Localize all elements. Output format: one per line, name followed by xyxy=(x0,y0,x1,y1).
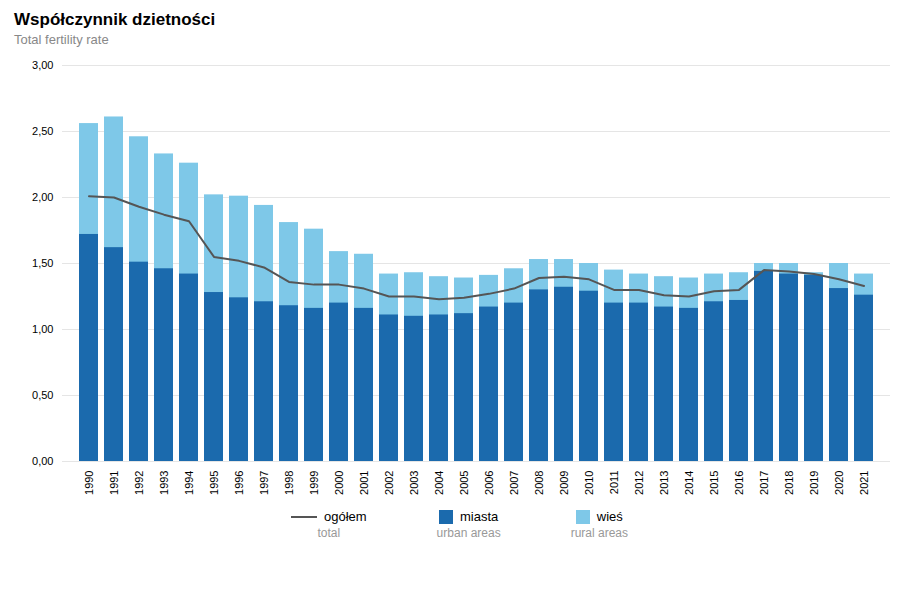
svg-text:2019: 2019 xyxy=(808,471,820,495)
svg-text:2005: 2005 xyxy=(458,471,470,495)
html-text:Total fertility rate: Total fertility rate xyxy=(14,32,109,47)
svg-text:2011: 2011 xyxy=(608,471,620,495)
svg-text:1990: 1990 xyxy=(83,471,95,495)
svg-text:2021: 2021 xyxy=(858,471,870,495)
html-text:ogółem: ogółem xyxy=(324,509,367,524)
svg-text:2006: 2006 xyxy=(483,471,495,495)
svg-text:1991: 1991 xyxy=(108,471,120,495)
svg-text:2015: 2015 xyxy=(708,471,720,495)
svg-text:1995: 1995 xyxy=(208,471,220,495)
svg-text:3,00: 3,00 xyxy=(32,59,53,71)
svg-text:0,50: 0,50 xyxy=(32,389,53,401)
svg-text:2009: 2009 xyxy=(558,471,570,495)
svg-text:2018: 2018 xyxy=(783,471,795,495)
svg-text:2014: 2014 xyxy=(683,471,695,495)
svg-text:1999: 1999 xyxy=(308,471,320,495)
svg-text:2003: 2003 xyxy=(408,471,420,495)
svg-text:2,50: 2,50 xyxy=(32,125,53,137)
svg-text:1994: 1994 xyxy=(183,471,195,495)
svg-text:2017: 2017 xyxy=(758,471,770,495)
html-text:Współczynnik dzietności: Współczynnik dzietności xyxy=(14,10,216,29)
svg-text:1,50: 1,50 xyxy=(32,257,53,269)
svg-text:2007: 2007 xyxy=(508,471,520,495)
svg-text:1,00: 1,00 xyxy=(32,323,53,335)
svg-text:2012: 2012 xyxy=(633,471,645,495)
svg-text:1992: 1992 xyxy=(133,471,145,495)
svg-text:2020: 2020 xyxy=(833,471,845,495)
html-text:miasta: miasta xyxy=(460,509,499,524)
html-text:total: total xyxy=(317,526,341,540)
svg-text:2002: 2002 xyxy=(383,471,395,495)
svg-text:0,00: 0,00 xyxy=(32,455,53,467)
svg-text:2001: 2001 xyxy=(358,471,370,495)
svg-text:1998: 1998 xyxy=(283,471,295,495)
html-text:wieś: wieś xyxy=(596,509,623,524)
html-text:urban areas: urban areas xyxy=(436,526,501,540)
svg-text:1996: 1996 xyxy=(233,471,245,495)
svg-text:2016: 2016 xyxy=(733,471,745,495)
svg-text:2,00: 2,00 xyxy=(32,191,53,203)
svg-text:1997: 1997 xyxy=(258,471,270,495)
html-text:rural areas: rural areas xyxy=(570,526,628,540)
svg-text:2000: 2000 xyxy=(333,471,345,495)
svg-text:2008: 2008 xyxy=(533,471,545,495)
svg-text:1993: 1993 xyxy=(158,471,170,495)
svg-text:2004: 2004 xyxy=(433,471,445,495)
svg-text:2010: 2010 xyxy=(583,471,595,495)
svg-text:2013: 2013 xyxy=(658,471,670,495)
